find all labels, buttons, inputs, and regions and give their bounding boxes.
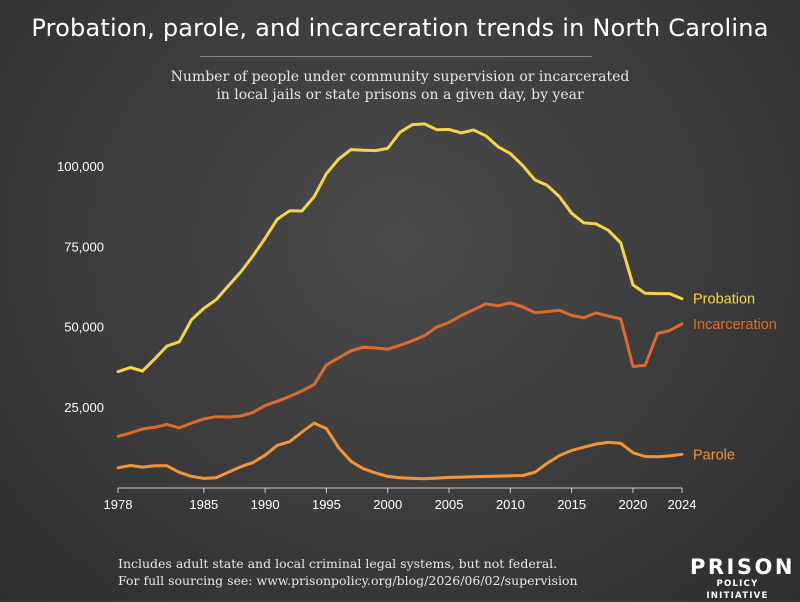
- y-tick-label: 25,000: [64, 400, 104, 415]
- logo-line-1: PRISON: [690, 555, 795, 579]
- footnote-scope: Includes adult state and local criminal …: [118, 556, 558, 571]
- series-line-incarceration: [116, 301, 684, 438]
- chart-title: Probation, parole, and incarceration tre…: [31, 14, 769, 42]
- x-tick-label: 1990: [251, 497, 280, 512]
- x-tick-label: 2000: [373, 497, 402, 512]
- x-tick-label: 2005: [435, 497, 464, 512]
- chart-subtitle: Number of people under community supervi…: [0, 68, 800, 104]
- series-line-probation: [116, 122, 684, 374]
- x-tick-label: 1995: [312, 497, 341, 512]
- y-tick-label: 50,000: [64, 320, 104, 335]
- series-label-parole: Parole: [693, 447, 735, 463]
- axes: 1978 1985 1990 1995 2000 2005 2010 2015 2020 2024…: [57, 159, 696, 512]
- footnotes: Includes adult state and local criminal …: [118, 555, 578, 589]
- y-tick-label: 100,000: [57, 159, 104, 174]
- subtitle-divider: [200, 56, 592, 57]
- series-label-incarceration: Incarceration: [693, 317, 777, 333]
- series-lines: [116, 122, 684, 481]
- x-tick-label: 2020: [618, 497, 647, 512]
- y-tick-label: 75,000: [64, 239, 104, 254]
- subtitle-line-2: in local jails or state prisons on a giv…: [216, 87, 584, 103]
- x-tick-label: 2015: [557, 497, 586, 512]
- x-tick-label: 1985: [189, 497, 218, 512]
- x-tick-label: 2024: [668, 497, 697, 512]
- x-tick-label: 1978: [104, 497, 133, 512]
- series-labels: Probation Incarceration Parole: [693, 292, 777, 464]
- series-label-probation: Probation: [693, 292, 755, 308]
- series-line-parole: [116, 421, 684, 481]
- prison-policy-logo: PRISON POLICY INITIATIVE: [690, 555, 795, 602]
- subtitle-line-1: Number of people under community supervi…: [170, 69, 630, 85]
- logo-line-2: POLICY INITIATIVE: [706, 579, 769, 601]
- footnote-source: For full sourcing see: www.prisonpolicy.…: [118, 573, 578, 588]
- x-tick-label: 2010: [496, 497, 525, 512]
